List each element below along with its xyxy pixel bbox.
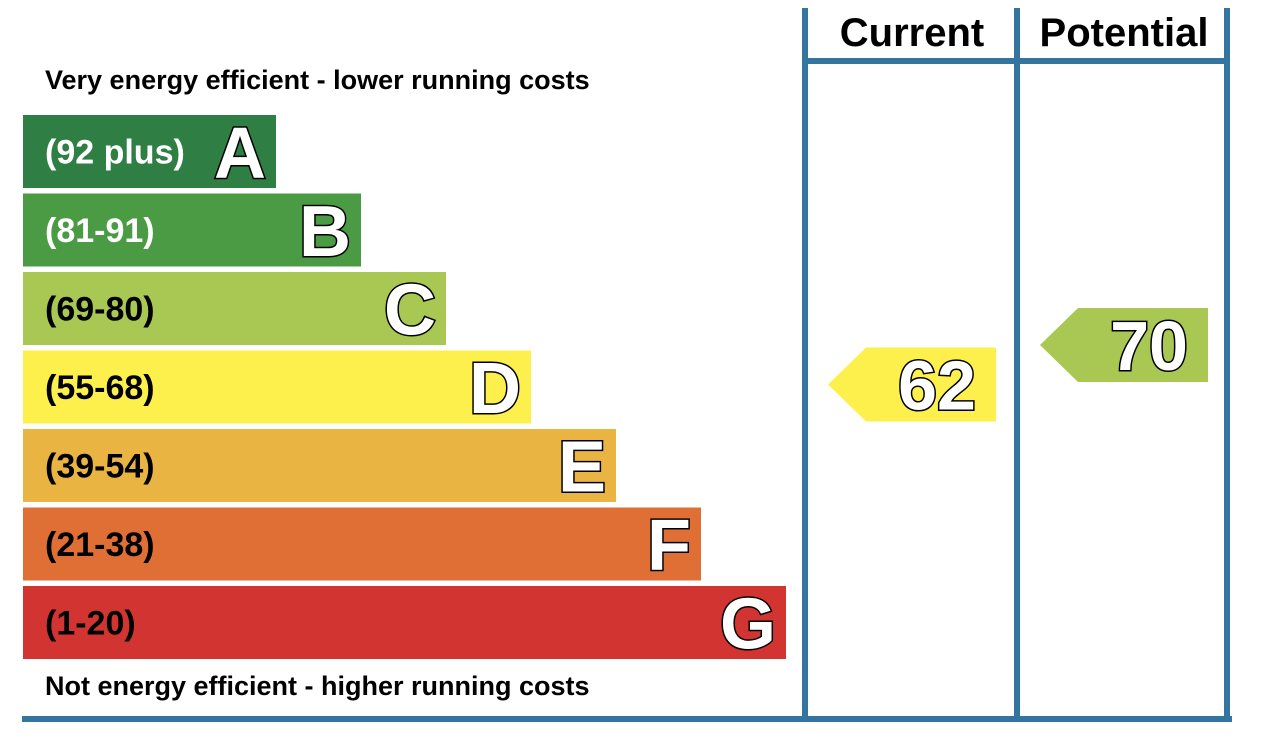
band-bar-e <box>23 429 616 502</box>
band-range-e: (39-54) <box>45 448 155 486</box>
band-bar-b <box>23 193 361 267</box>
band-bar-f <box>23 507 701 581</box>
band-bar-g <box>23 586 786 659</box>
bottom-caption: Not energy efficient - higher running co… <box>45 671 590 701</box>
band-f: (21-38) F <box>23 505 701 588</box>
rating-markers: 62 70 <box>828 306 1208 426</box>
band-d: (55-68) D <box>23 348 531 431</box>
potential-rating-marker: 70 <box>1040 306 1208 387</box>
band-e: (39-54) E <box>23 426 616 509</box>
band-bar-c <box>23 272 446 345</box>
top-caption: Very energy efficient - lower running co… <box>45 65 590 95</box>
band-letter-e: E <box>558 428 606 508</box>
current-column-header: Current <box>840 11 984 55</box>
band-bar-a <box>23 115 276 188</box>
band-letter-a: A <box>214 114 266 194</box>
band-range-a: (92 plus) <box>45 134 185 172</box>
frame-header-line <box>802 58 1230 64</box>
potential-column-header: Potential <box>1040 11 1209 55</box>
band-letter-b: B <box>299 192 351 272</box>
frame-bottom-line <box>22 716 1232 722</box>
current-rating-arrow <box>828 347 996 422</box>
frame-middle-line <box>1014 8 1020 722</box>
band-c: (69-80) C <box>23 269 446 352</box>
potential-rating-arrow <box>1040 308 1208 382</box>
band-range-g: (1-20) <box>45 605 136 643</box>
band-range-d: (55-68) <box>45 369 155 407</box>
rating-bands: (92 plus) A(81-91) B(69-80) C(55-68) D(39-54… <box>23 112 786 666</box>
band-range-f: (21-38) <box>45 526 155 564</box>
current-rating-marker: 62 <box>828 345 996 426</box>
band-letter-d: D <box>469 349 521 429</box>
current-rating-value: 62 <box>898 347 976 425</box>
potential-rating-value: 70 <box>1110 307 1188 385</box>
band-letter-f: F <box>647 506 691 586</box>
band-b: (81-91) B <box>23 191 361 274</box>
frame-left-line <box>802 8 808 722</box>
band-letter-g: G <box>720 585 776 665</box>
frame-right-line <box>1224 8 1230 722</box>
band-range-c: (69-80) <box>45 291 155 329</box>
band-range-b: (81-91) <box>45 212 155 250</box>
band-bar-d <box>23 350 531 424</box>
rating-columns-frame <box>22 8 1232 722</box>
band-g: (1-20) G <box>23 583 786 666</box>
band-letter-c: C <box>384 271 436 351</box>
band-a: (92 plus) A <box>23 112 276 195</box>
